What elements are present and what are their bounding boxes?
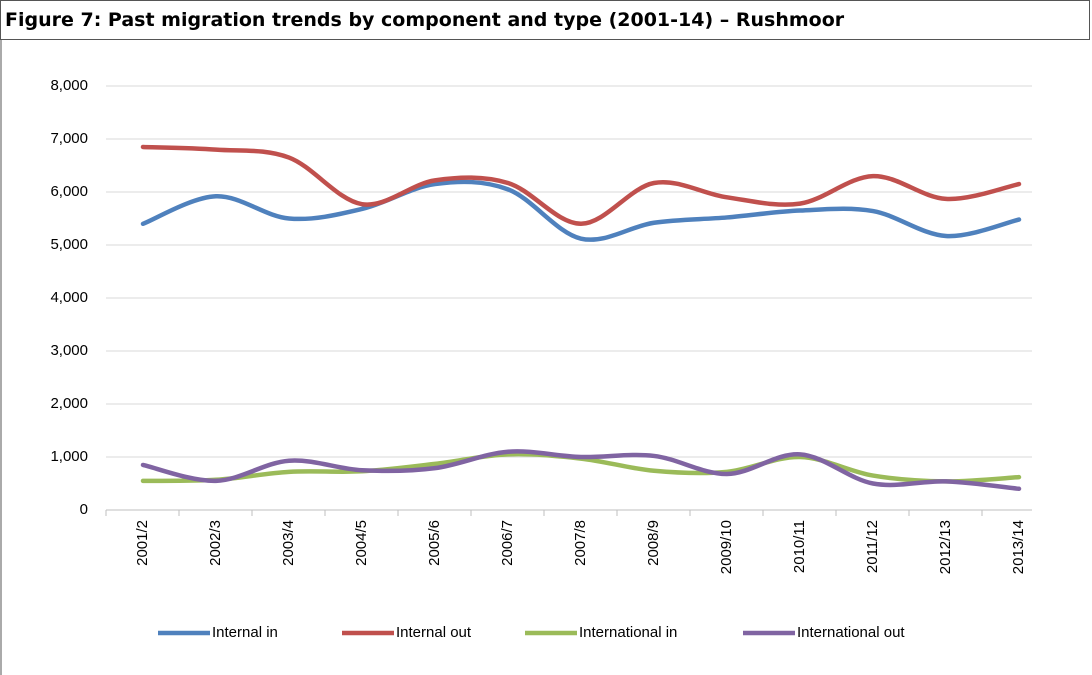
x-tick-label: 2008/9 xyxy=(645,520,662,566)
y-tick-label: 3,000 xyxy=(50,342,88,359)
y-tick-label: 0 xyxy=(80,501,88,518)
y-tick-label: 1,000 xyxy=(50,448,88,465)
x-tick-label: 2010/11 xyxy=(791,520,808,573)
y-tick-label: 5,000 xyxy=(50,236,88,253)
y-tick-label: 7,000 xyxy=(50,130,88,147)
x-tick-label: 2011/12 xyxy=(864,520,881,573)
legend-label: International in xyxy=(579,624,677,641)
y-tick-label: 4,000 xyxy=(50,289,88,306)
x-tick-label: 2004/5 xyxy=(353,520,370,566)
x-tick-label: 2012/13 xyxy=(937,520,954,574)
y-tick-label: 2,000 xyxy=(50,395,88,412)
series-line xyxy=(140,449,1022,492)
x-tick-label: 2002/3 xyxy=(207,520,224,566)
x-tick-label: 2006/7 xyxy=(499,520,516,566)
series-line xyxy=(140,144,1022,227)
legend-label: International out xyxy=(797,624,905,641)
y-tick-label: 6,000 xyxy=(50,183,88,200)
chart-title: Figure 7: Past migration trends by compo… xyxy=(0,0,1090,40)
x-tick-label: 2005/6 xyxy=(426,520,443,566)
legend-label: Internal in xyxy=(212,624,278,641)
y-tick-label: 8,000 xyxy=(50,77,88,94)
x-tick-label: 2001/2 xyxy=(134,520,151,566)
x-tick-label: 2013/14 xyxy=(1010,520,1027,574)
legend-label: Internal out xyxy=(396,624,472,641)
series-line xyxy=(140,179,1022,242)
x-tick-label: 2007/8 xyxy=(572,520,589,566)
x-tick-label: 2009/10 xyxy=(718,520,735,574)
x-tick-label: 2003/4 xyxy=(280,520,297,566)
